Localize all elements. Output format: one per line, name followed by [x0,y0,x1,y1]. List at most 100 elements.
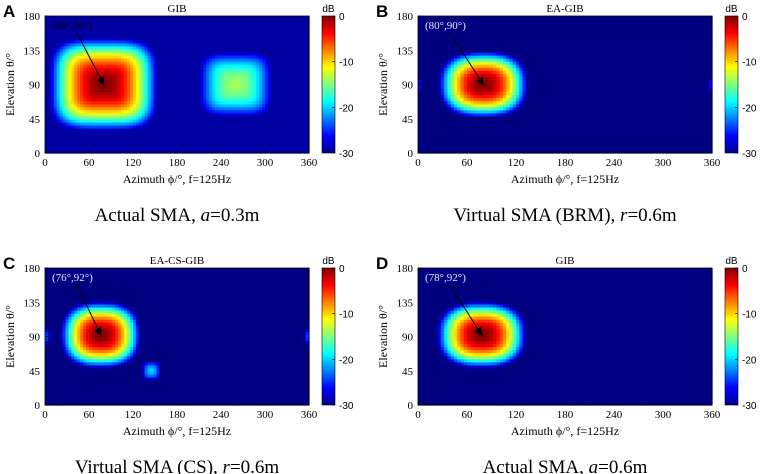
heatmap-cell [138,67,143,72]
heatmap-cell [206,37,210,41]
heatmap-cell [89,55,93,60]
heatmap-cell [285,137,290,142]
heatmap-cell [276,43,281,48]
heatmap-cell [124,131,128,136]
heatmap-cell [206,55,210,60]
heatmap-cell [147,95,152,99]
heatmap-cell [476,40,481,44]
heatmap-cell [45,137,49,142]
heatmap-cell [453,43,458,48]
heatmap-cell [444,149,448,154]
heatmap-cell [444,37,448,41]
heatmap-cell [144,89,149,93]
heatmap-cell [203,79,207,84]
heatmap-cell [250,64,254,69]
heatmap-cell [121,37,125,41]
heatmap-cell [182,95,187,99]
heatmap-cell [440,107,445,111]
x-tick-label: 180 [169,157,186,169]
heatmap-cell [62,95,67,99]
heatmap-cell [232,70,237,75]
heatmap-cell [270,82,275,87]
heatmap-cell [267,119,272,124]
heatmap-cell [470,110,475,115]
heatmap-cell [83,28,87,32]
heatmap-cell [460,76,465,81]
heatmap-cell [453,122,458,127]
heatmap-cell [86,101,90,105]
heatmap-cell [62,49,67,54]
heatmap-cell [303,110,307,115]
heatmap-cell [297,58,301,63]
heatmap-cell [74,19,78,23]
heatmap-cell [467,19,471,23]
heatmap-cell [56,86,61,90]
heatmap-cell [168,46,172,51]
heatmap-cell [212,143,216,148]
heatmap-cell [59,19,64,23]
heatmap-cell [177,64,181,69]
heatmap-cell [262,113,266,118]
heatmap-cell [279,110,284,115]
heatmap-cell [265,79,269,84]
heatmap-cell [118,25,122,29]
heatmap-cell [467,101,471,105]
heatmap-cell [162,37,166,41]
heatmap-cell [159,101,163,105]
heatmap-cell [259,67,263,72]
heatmap-cell [118,146,122,151]
heatmap-cell [229,146,234,151]
heatmap-cell [241,25,246,29]
heatmap-cell [450,140,455,145]
heatmap-cell [437,52,442,57]
heatmap-cell [297,52,301,57]
heatmap-cell [147,40,152,44]
heatmap-cell [86,92,90,96]
heatmap-cell [97,31,102,35]
heatmap-cell [71,89,75,93]
heatmap-cell [418,49,422,54]
heatmap-cell [450,89,455,93]
heatmap-cell [45,58,49,63]
heatmap-cell [215,43,219,48]
heatmap-cell [106,34,111,38]
heatmap-cell [447,119,452,124]
heatmap-cell [440,70,445,75]
heatmap-cell [100,149,105,154]
heatmap-cell [89,104,93,108]
heatmap-cell [221,55,225,60]
heatmap-cell [77,22,81,26]
heatmap-cell [232,98,237,102]
heatmap-cell [144,34,149,38]
heatmap-cell [270,16,275,20]
heatmap-cell [218,82,222,87]
heatmap-cell [209,131,213,136]
heatmap-cell [221,104,225,108]
y-tick-label: 45 [29,114,41,126]
heatmap-cell [112,40,116,44]
heatmap-cell [273,67,278,72]
heatmap-cell [106,98,111,102]
heatmap-cell [174,76,178,81]
heatmap-cell [470,58,475,63]
heatmap-cell [273,82,278,87]
heatmap-cell [285,89,290,93]
heatmap-cell [71,46,75,51]
heatmap-cell [150,67,155,72]
heatmap-cell [253,70,257,75]
heatmap-cell [174,128,178,133]
heatmap-cell [59,52,64,57]
heatmap-cell [168,22,172,26]
heatmap-cell [476,64,481,69]
heatmap-cell [300,25,304,29]
heatmap-cell [91,119,96,124]
heatmap-cell [223,140,228,145]
heatmap-cell [165,95,169,99]
heatmap-cell [191,128,196,133]
heatmap-cell [197,86,202,90]
heatmap-cell [453,67,458,72]
heatmap-cell [62,137,67,142]
heatmap-cell [279,31,284,35]
heatmap-cell [115,67,119,72]
heatmap-cell [191,92,196,96]
